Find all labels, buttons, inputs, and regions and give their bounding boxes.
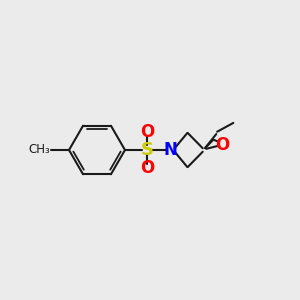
Text: O: O — [140, 159, 154, 177]
Text: CH₃: CH₃ — [28, 143, 50, 157]
Text: N: N — [163, 141, 177, 159]
Text: O: O — [215, 136, 229, 154]
Text: O: O — [140, 123, 154, 141]
Text: S: S — [141, 141, 154, 159]
